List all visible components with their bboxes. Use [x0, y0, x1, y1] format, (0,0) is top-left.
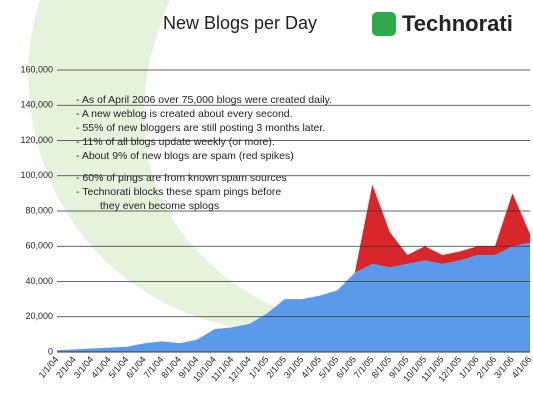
annotation: - 55% of new bloggers are still posting …	[76, 122, 325, 134]
logo-icon	[372, 12, 396, 36]
y-tick-label: 60,000	[25, 241, 53, 251]
background-swoosh	[28, 0, 331, 330]
y-tick-label: 100,000	[20, 170, 53, 180]
y-tick-label: 20,000	[25, 311, 53, 321]
annotation: - About 9% of new blogs are spam (red sp…	[76, 150, 294, 162]
brand: Technorati	[402, 11, 513, 36]
y-tick-label: 140,000	[20, 100, 53, 110]
annotation: - As of April 2006 over 75,000 blogs wer…	[76, 94, 332, 106]
annotation: - A new weblog is created about every se…	[76, 108, 293, 120]
y-tick-label: 120,000	[20, 135, 53, 145]
chart-title: New Blogs per Day	[163, 13, 317, 33]
annotation: they even become splogs	[100, 200, 219, 212]
annotation: - 60% of pings are from known spam sourc…	[76, 172, 287, 184]
area	[57, 242, 530, 352]
annotation: - 11% of all blogs update weekly (or mor…	[76, 136, 275, 148]
y-tick-label: 40,000	[25, 276, 53, 286]
x-tick-label: 4/1/06	[510, 354, 533, 380]
annotation: - Technorati blocks these spam pings bef…	[76, 186, 281, 198]
y-tick-label: 0	[48, 346, 53, 356]
y-tick-label: 160,000	[20, 64, 53, 74]
y-tick-label: 80,000	[25, 205, 53, 215]
